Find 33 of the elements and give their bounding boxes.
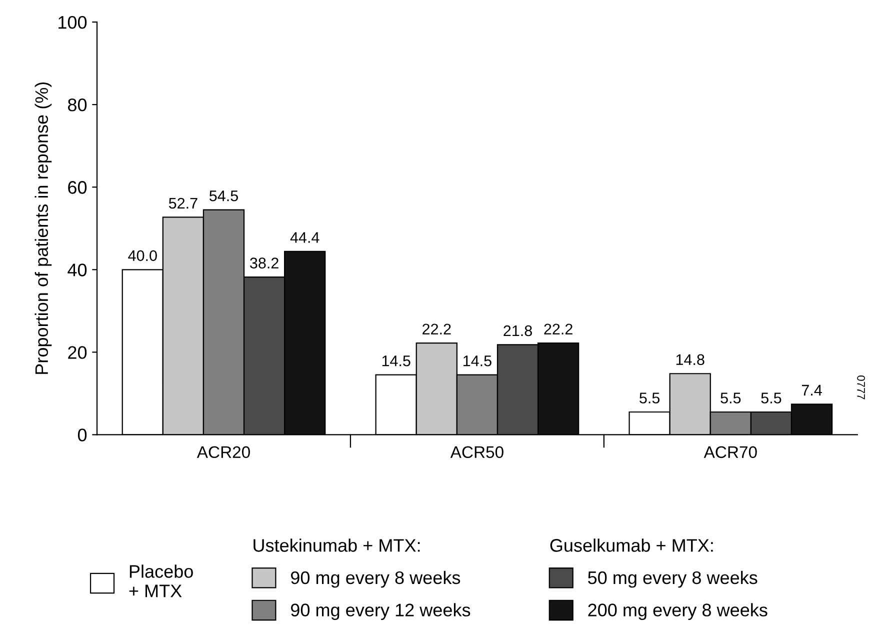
text: Ustekinumab + MTX: [254,538,420,552]
data-label: 21.8 [504,325,532,336]
data-label: 5.5 [640,392,660,404]
x-tick-label: ACR50 [450,446,504,458]
data-label: 22.2 [544,324,572,334]
y-tick-label: 100 [58,16,87,29]
data-label: 38.2 [250,258,278,268]
y-tick-label: 40 [68,264,87,276]
y-axis-title: Proportion of patients in reponse (%) [34,82,52,374]
legend-label: 50 mg every 8 weeks [588,570,758,588]
y-tick-label: 80 [68,98,87,112]
data-label: 40.0 [128,250,157,262]
data-label: 14.5 [464,356,492,366]
data-label: 14.8 [676,354,704,366]
data-label: 7.4 [802,384,822,396]
y-tick-label: 60 [68,181,87,194]
data-label: 14.5 [382,356,410,366]
x-tick-label: ACR20 [196,446,250,458]
legend-label: 90 mg every 12 weeks [290,603,470,620]
text: Guselkumab + MTX: [550,538,713,552]
x-tick-label: ACR70 [704,446,757,458]
data-label: 44.4 [290,232,320,243]
data-label: 54.5 [209,190,238,202]
data-label: 5.5 [720,392,741,404]
legend-label: 90 mg every 8 weeks [290,570,460,588]
data-label: 52.7 [168,198,198,209]
y-tick-label: 0 [78,428,87,442]
y-tick-label: 20 [68,346,87,359]
data-label: 5.5 [761,392,782,404]
legend-label: 200 mg every 8 weeks [588,603,768,620]
annotation: 0777 [857,376,865,400]
legend-label: Placebo + MTX [129,564,193,598]
data-label: 22.2 [422,324,451,334]
